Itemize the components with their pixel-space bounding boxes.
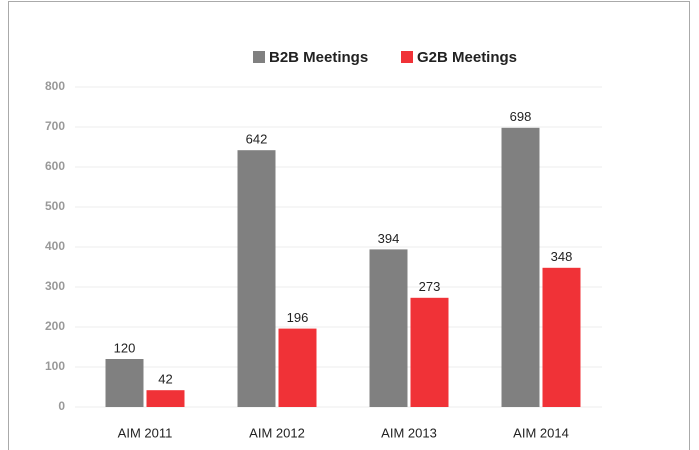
bar xyxy=(369,249,408,407)
bar xyxy=(542,267,581,407)
y-tick-label: 800 xyxy=(45,79,65,93)
y-tick-label: 0 xyxy=(58,399,65,413)
bar xyxy=(146,390,185,407)
y-tick-label: 400 xyxy=(45,239,65,253)
x-tick-label: AIM 2013 xyxy=(381,425,437,440)
x-tick-label: AIM 2012 xyxy=(249,425,305,440)
data-label: 348 xyxy=(551,249,573,264)
bar xyxy=(501,127,540,408)
y-tick-label: 500 xyxy=(45,199,65,213)
data-label: 273 xyxy=(419,279,441,294)
legend-label: G2B Meetings xyxy=(417,49,517,66)
y-tick-label: 600 xyxy=(45,159,65,173)
x-tick-label: AIM 2011 xyxy=(118,425,173,440)
chart-frame xyxy=(8,1,690,450)
data-label: 196 xyxy=(287,310,309,325)
data-label: 642 xyxy=(246,132,268,147)
bar xyxy=(410,297,449,407)
bar xyxy=(105,359,144,407)
legend-swatch xyxy=(401,51,413,63)
x-tick-label: AIM 2014 xyxy=(513,425,569,440)
y-tick-label: 100 xyxy=(45,359,65,373)
data-label: 42 xyxy=(158,372,172,387)
bar xyxy=(237,150,276,407)
legend-swatch xyxy=(253,51,265,63)
y-tick-label: 300 xyxy=(45,279,65,293)
y-tick-label: 200 xyxy=(45,319,65,333)
data-label: 394 xyxy=(378,231,400,246)
data-label: 698 xyxy=(510,109,532,124)
legend-label: B2B Meetings xyxy=(269,49,368,66)
bar xyxy=(278,328,317,407)
y-tick-label: 700 xyxy=(45,119,65,133)
data-label: 120 xyxy=(114,340,136,355)
